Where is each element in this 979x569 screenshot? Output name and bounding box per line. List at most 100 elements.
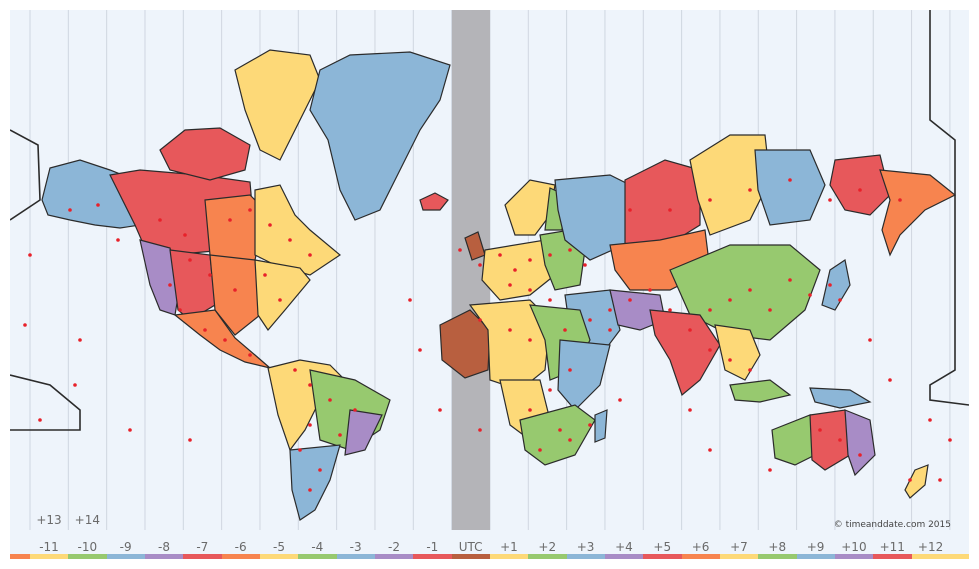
indonesia-landmass (729, 379, 792, 403)
south-america-south-landmass (289, 444, 341, 521)
city-dot (858, 453, 862, 457)
copyright-text: © timeanddate.com 2015 (833, 520, 951, 530)
city-dot (858, 188, 862, 192)
west-africa-landmass (439, 309, 491, 379)
city-dot (188, 438, 192, 442)
south-america-east-landmass (344, 409, 383, 456)
city-dot (548, 388, 552, 392)
city-dot (308, 423, 312, 427)
city-dot (588, 318, 592, 322)
city-dot (478, 263, 482, 267)
russia-east-landmass (754, 149, 826, 226)
city-dot (528, 338, 532, 342)
zone-label: +3 (576, 540, 595, 554)
zone-swatch (758, 554, 798, 559)
zone-label: -3 (349, 540, 362, 554)
zone-swatch (298, 554, 338, 559)
zone-swatch (336, 554, 376, 559)
city-dot (408, 298, 412, 302)
city-dot (788, 178, 792, 182)
zone-label: +9 (806, 540, 825, 554)
zone-label: +11 (879, 540, 905, 554)
zone-label: +1 (500, 540, 518, 554)
city-dot (208, 273, 212, 277)
dateline-left (10, 129, 81, 431)
zone-swatch (604, 554, 644, 559)
city-dot (248, 353, 252, 357)
city-dots (23, 178, 952, 492)
city-dot (278, 298, 282, 302)
madagascar-landmass (594, 409, 608, 443)
city-dot (548, 253, 552, 257)
city-dot (203, 328, 207, 332)
zone-swatch-edge (949, 554, 969, 559)
zone-swatch (30, 554, 69, 559)
city-dot (688, 408, 692, 412)
city-dot (328, 398, 332, 402)
city-dot (668, 308, 672, 312)
greenland-landmass (309, 51, 451, 221)
japan-landmass (821, 259, 851, 311)
city-dot (508, 328, 512, 332)
city-dot (768, 308, 772, 312)
arctic-islands-landmass (159, 127, 251, 181)
city-dot (528, 288, 532, 292)
zone-swatch (183, 554, 223, 559)
zone-swatch (681, 554, 721, 559)
southeast-asia-landmass (714, 324, 761, 381)
dateline-right (929, 10, 969, 406)
zone-label: UTC (458, 540, 483, 554)
city-dot (583, 263, 587, 267)
baffin-landmass (234, 49, 321, 161)
zone-label: -1 (426, 540, 439, 554)
zone-swatch (873, 554, 913, 559)
australia-central-landmass (809, 409, 851, 471)
city-dot (708, 348, 712, 352)
zone-swatch (643, 554, 683, 559)
city-dot (808, 293, 812, 297)
city-dot (608, 328, 612, 332)
city-dot (728, 298, 732, 302)
city-dot (548, 298, 552, 302)
australia-east-landmass (844, 409, 876, 477)
city-dot (308, 383, 312, 387)
zone-label: -5 (272, 540, 285, 554)
city-dot (353, 408, 357, 412)
city-dot (568, 248, 572, 252)
zone-label: -2 (387, 540, 400, 554)
city-dot (418, 348, 422, 352)
kamchatka-landmass (879, 169, 957, 257)
zone-swatch (106, 554, 146, 559)
city-dot (748, 288, 752, 292)
zone-label: +8 (768, 540, 787, 554)
city-dot (608, 308, 612, 312)
city-dot (438, 408, 442, 412)
city-dot (23, 323, 27, 327)
city-dot (528, 408, 532, 412)
city-dot (588, 423, 592, 427)
city-dot (818, 428, 822, 432)
city-dot (168, 283, 172, 287)
city-dot (178, 308, 182, 312)
city-dot (708, 308, 712, 312)
russia-central-landmass (689, 134, 771, 236)
city-dot (558, 428, 562, 432)
city-dot (498, 253, 502, 257)
canada-east-landmass (254, 184, 342, 276)
horn-africa-landmass (557, 339, 611, 411)
india-landmass (649, 309, 721, 397)
city-dot (308, 253, 312, 257)
city-dot (128, 428, 132, 432)
usa-central-landmass (209, 254, 261, 336)
zone-swatch (566, 554, 606, 559)
city-dot (788, 278, 792, 282)
city-dot (828, 283, 832, 287)
zone-label: +12 (917, 540, 944, 554)
city-dot (96, 203, 100, 207)
zone-label: -10 (77, 540, 98, 554)
zone-swatch (528, 554, 568, 559)
city-dot (668, 208, 672, 212)
zone-swatch (719, 554, 759, 559)
city-dot (708, 448, 712, 452)
usa-eastern-landmass (254, 259, 311, 331)
